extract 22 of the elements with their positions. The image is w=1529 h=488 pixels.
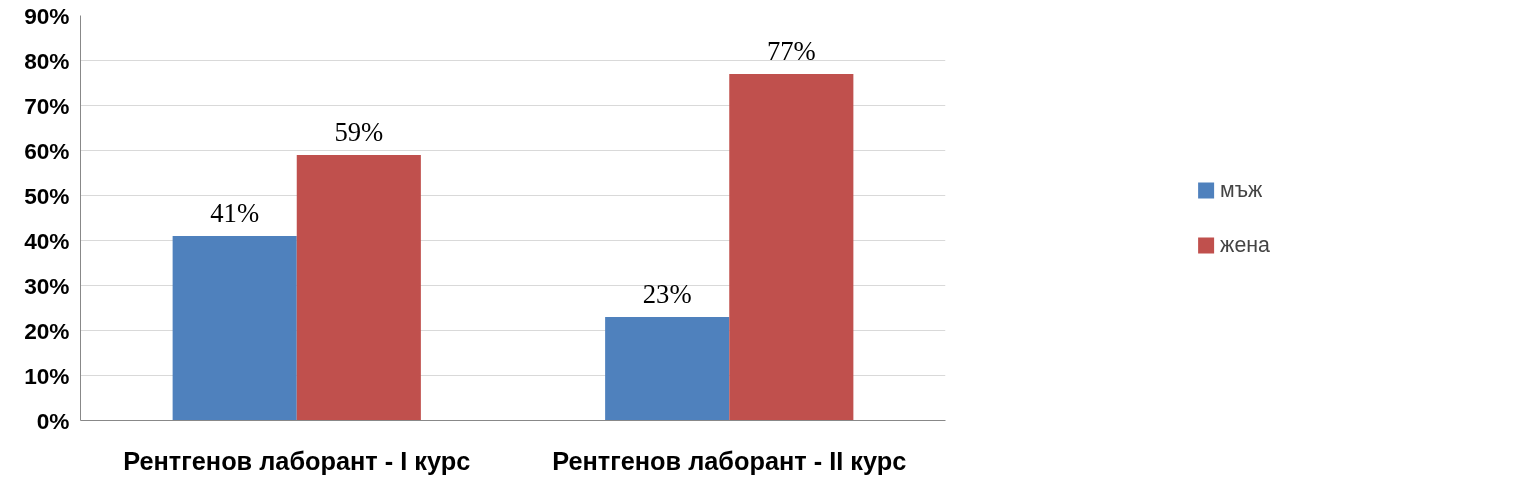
data-label: 41% xyxy=(210,198,260,228)
y-tick-label: 50% xyxy=(24,182,70,209)
data-label: 59% xyxy=(334,117,384,147)
bar xyxy=(296,155,421,421)
bar xyxy=(729,74,854,421)
y-tick-label: 40% xyxy=(24,227,70,254)
y-tick-label: 60% xyxy=(24,137,70,164)
x-tick-label: Рентгенов лаборант - II курс xyxy=(552,446,907,475)
y-tick-label: 80% xyxy=(24,47,70,74)
bar xyxy=(172,236,297,421)
y-tick-label: 30% xyxy=(24,272,70,299)
y-tick-label: 20% xyxy=(24,317,70,344)
x-tick-label: Рентгенов лаборант - I курс xyxy=(123,446,471,475)
y-tick-label: 90% xyxy=(24,2,70,29)
data-label: 23% xyxy=(642,279,692,309)
y-tick-label: 0% xyxy=(36,407,70,434)
y-tick-label: 70% xyxy=(24,92,70,119)
bar xyxy=(605,317,730,421)
data-label: 77% xyxy=(766,36,816,66)
legend-label: мъж xyxy=(1220,177,1263,203)
y-tick-label: 10% xyxy=(24,362,70,389)
legend-label: жена xyxy=(1220,232,1270,258)
